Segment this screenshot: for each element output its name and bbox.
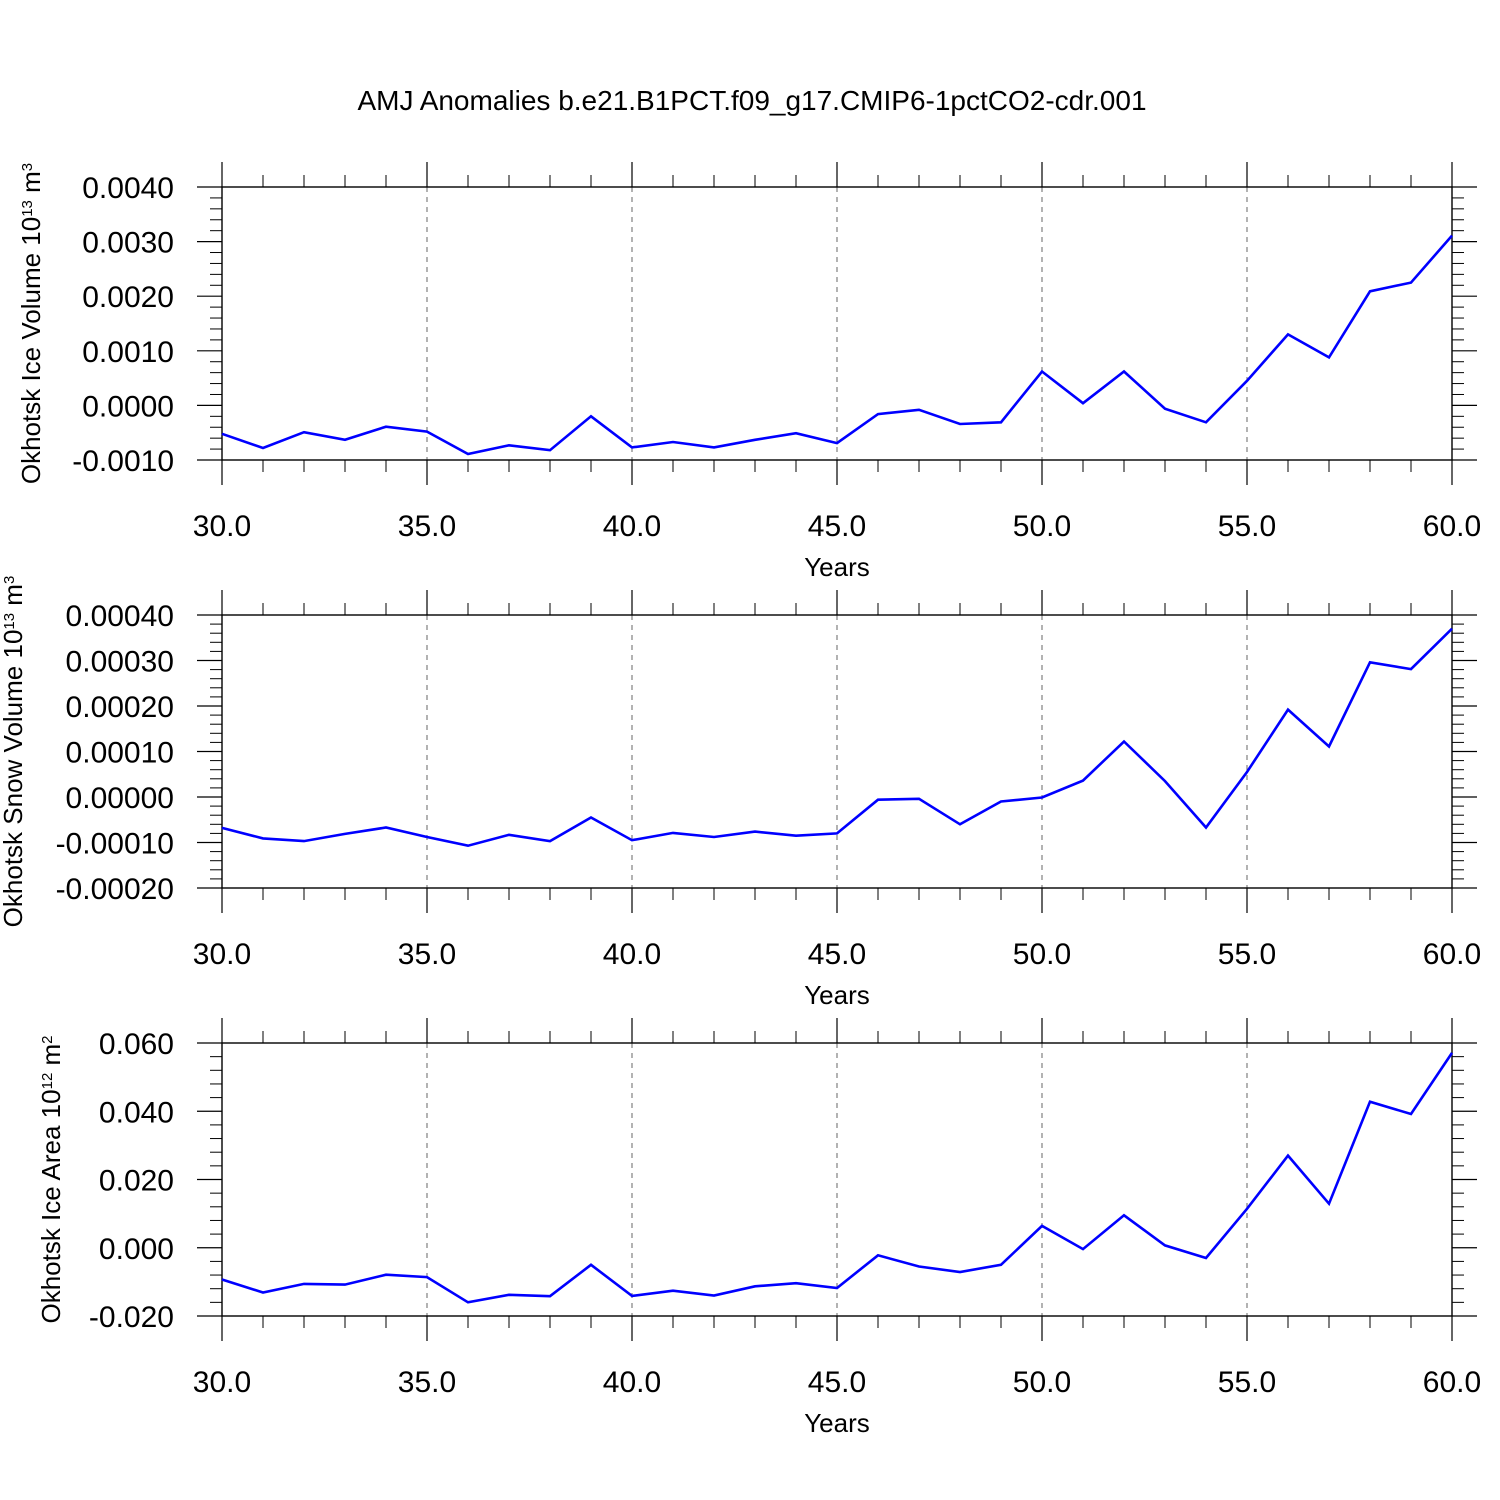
y-tick-label: 0.0010 xyxy=(82,336,174,369)
x-tick-label: 50.0 xyxy=(1013,510,1071,543)
plot-frame xyxy=(221,1042,1453,1317)
x-tick-label: 30.0 xyxy=(193,938,251,971)
x-tick-label: 40.0 xyxy=(603,510,661,543)
panel-1: 30.0 35.0 40.0 45.0 50.0 55.0 60.0 -0.0010 0.000… xyxy=(16,162,1481,582)
y-tick-label: 0.0040 xyxy=(82,172,174,205)
x-tick-label: 35.0 xyxy=(398,938,456,971)
y-tick-label: 0.0000 xyxy=(82,390,174,423)
y-tick-label: 0.00010 xyxy=(66,737,174,770)
x-tick-label: 50.0 xyxy=(1013,1366,1071,1399)
panel-2: 30.0 35.0 40.0 45.0 50.0 55.0 60.0 -0.00020 -0.0… xyxy=(0,576,1481,1010)
x-tick-label: 35.0 xyxy=(398,510,456,543)
y-tick-label: -0.00010 xyxy=(56,828,174,861)
x-axis-title: Years xyxy=(804,552,870,582)
x-tick-label: 35.0 xyxy=(398,1366,456,1399)
series-line xyxy=(221,234,1453,456)
x-tick-label: 55.0 xyxy=(1218,1366,1276,1399)
x-tick-label: 50.0 xyxy=(1013,938,1071,971)
x-tick-label: 30.0 xyxy=(193,510,251,543)
x-tick-label: 60.0 xyxy=(1423,1366,1481,1399)
x-tick-label: 55.0 xyxy=(1218,938,1276,971)
x-tick-label: 40.0 xyxy=(603,1366,661,1399)
x-tick-label: 45.0 xyxy=(808,938,866,971)
x-tick-label: 45.0 xyxy=(808,1366,866,1399)
y-tick-label: 0.040 xyxy=(99,1096,174,1129)
figure-title: AMJ Anomalies b.e21.B1PCT.f09_g17.CMIP6-… xyxy=(357,85,1146,116)
y-tick-label: 0.0030 xyxy=(82,227,174,260)
y-axis-title: Okhotsk Ice Volume 1013 m3 xyxy=(16,163,46,484)
y-tick-label: 0.060 xyxy=(99,1028,174,1061)
y-axis-title: Okhotsk Ice Area 1012 m2 xyxy=(36,1035,66,1323)
x-axis-title: Years xyxy=(804,980,870,1010)
y-tick-label: 0.00020 xyxy=(66,691,174,724)
x-tick-label: 60.0 xyxy=(1423,938,1481,971)
y-axis-title: Okhotsk Snow Volume 1013 m3 xyxy=(0,576,28,928)
y-tick-label: -0.00020 xyxy=(56,873,174,906)
y-tick-label: 0.000 xyxy=(99,1233,174,1266)
y-tick-label: 0.00040 xyxy=(66,600,174,633)
series-line xyxy=(221,627,1453,848)
plot-frame xyxy=(221,186,1453,461)
series-line xyxy=(221,1052,1454,1304)
y-tick-label: 0.020 xyxy=(99,1165,174,1198)
y-tick-label: 0.00000 xyxy=(66,782,174,815)
x-tick-label: 45.0 xyxy=(808,510,866,543)
x-tick-label: 30.0 xyxy=(193,1366,251,1399)
x-tick-label: 40.0 xyxy=(603,938,661,971)
y-tick-label: 0.00030 xyxy=(66,646,174,679)
x-tick-label: 60.0 xyxy=(1423,510,1481,543)
x-tick-label: 55.0 xyxy=(1218,510,1276,543)
plot-frame xyxy=(221,614,1453,889)
y-tick-label: -0.0010 xyxy=(72,445,174,478)
panel-3: 30.0 35.0 40.0 45.0 50.0 55.0 60.0 -0.020 0.000 0… xyxy=(36,1018,1481,1438)
x-axis-title: Years xyxy=(804,1408,870,1438)
y-tick-label: 0.0020 xyxy=(82,281,174,314)
y-tick-label: -0.020 xyxy=(89,1301,174,1334)
